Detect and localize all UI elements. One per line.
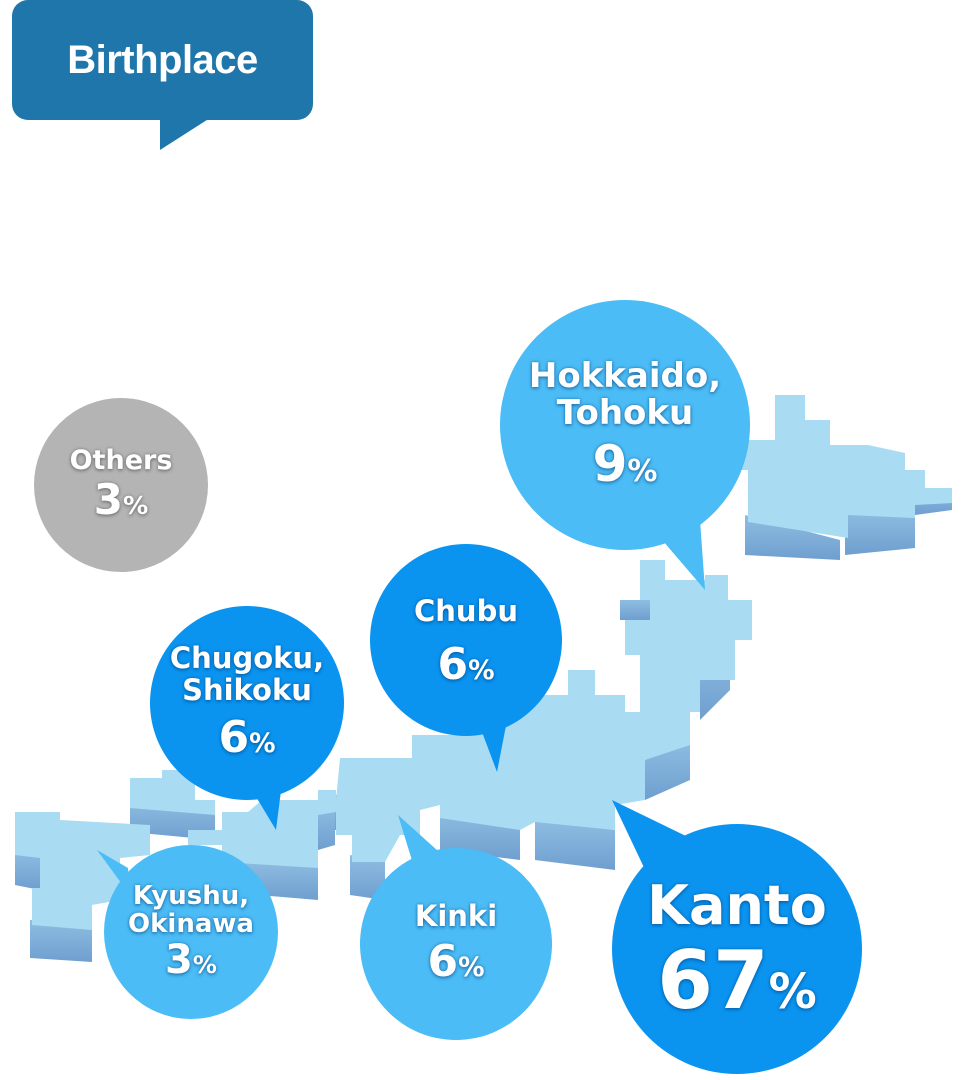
bubble-kyushu-okinawa: Kyushu, Okinawa 3% — [104, 845, 278, 1019]
map-kanto — [535, 695, 690, 870]
label-kinki: Kinki — [414, 899, 498, 934]
value-kinki: 6% — [427, 936, 485, 988]
bubble-chugoku-shikoku: Chugoku, Shikoku 6% — [150, 606, 344, 800]
value-others: 3% — [93, 475, 149, 525]
tail-kanto — [612, 800, 690, 876]
value-chugoku-shikoku: 6% — [218, 712, 276, 764]
bubble-hokkaido-tohoku: Hokkaido, Tohoku 9% — [500, 300, 750, 550]
value-kyushu-okinawa: 3% — [165, 937, 217, 984]
label-hokkaido-tohoku: Hokkaido, Tohoku — [528, 355, 722, 433]
bubble-kinki: Kinki 6% — [360, 848, 552, 1040]
bubble-kanto: Kanto 67% — [612, 824, 862, 1074]
map-hokkaido — [735, 395, 952, 560]
value-hokkaido-tohoku: 9% — [592, 435, 658, 494]
label-kyushu-okinawa: Kyushu, Okinawa — [128, 880, 254, 939]
value-chubu: 6% — [437, 639, 495, 691]
bubble-chubu: Chubu 6% — [370, 544, 562, 736]
chart-title: Birthplace — [67, 37, 258, 82]
label-kanto: Kanto — [647, 873, 827, 937]
title-box-tail — [160, 118, 210, 150]
value-kanto: 67% — [657, 934, 817, 1028]
map-tohoku — [620, 560, 752, 720]
chart-title-box: Birthplace — [12, 0, 313, 120]
label-chugoku-shikoku: Chugoku, Shikoku — [169, 641, 325, 707]
label-chubu: Chubu — [414, 594, 518, 629]
map-kinki — [335, 758, 440, 900]
label-others: Others — [69, 445, 173, 477]
bubble-others: Others 3% — [34, 398, 208, 572]
